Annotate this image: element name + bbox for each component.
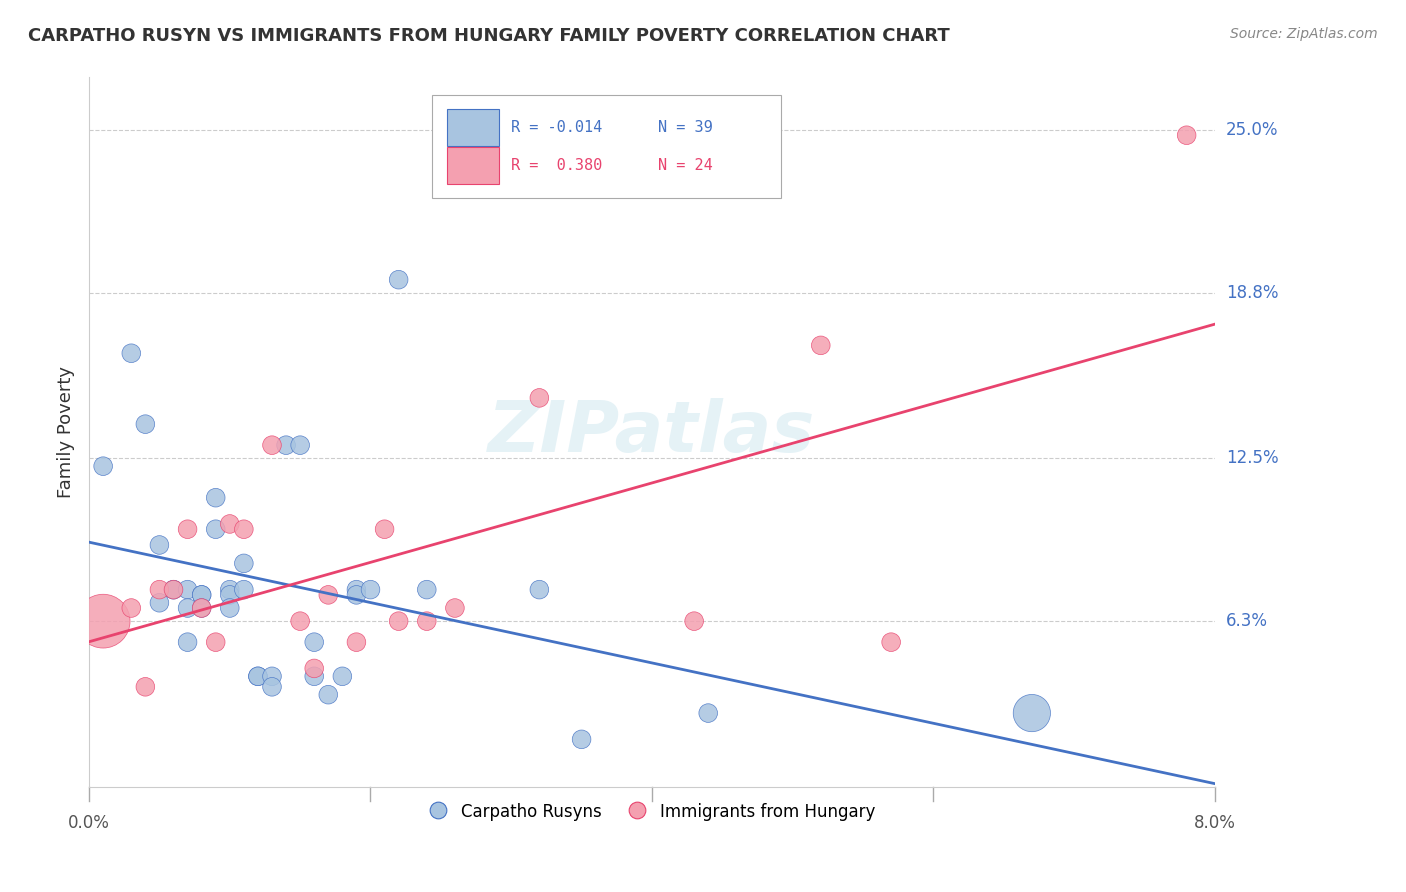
Point (148, 596, 170, 610)
Point (416, 582, 439, 597)
Point (162, 582, 184, 597)
Point (288, 438, 311, 452)
Point (204, 635, 226, 649)
Point (162, 582, 184, 597)
Point (190, 588, 212, 602)
Point (1021, 706, 1043, 720)
Point (346, 588, 368, 602)
Point (176, 522, 198, 536)
Point (204, 491, 226, 505)
Point (260, 680, 283, 694)
Point (346, 635, 368, 649)
Point (190, 588, 212, 602)
Point (148, 582, 170, 597)
Point (302, 635, 325, 649)
Point (260, 438, 283, 452)
Point (148, 538, 170, 552)
Legend: Carpatho Rusyns, Immigrants from Hungary: Carpatho Rusyns, Immigrants from Hungary (422, 797, 883, 828)
Point (176, 635, 198, 649)
Text: Source: ZipAtlas.com: Source: ZipAtlas.com (1230, 27, 1378, 41)
Point (246, 669, 269, 683)
Point (388, 614, 411, 628)
Point (316, 688, 339, 702)
Point (346, 582, 368, 597)
Point (274, 438, 297, 452)
Point (810, 338, 832, 352)
Point (232, 582, 254, 597)
Point (416, 614, 439, 628)
Point (190, 601, 212, 615)
Text: N = 39: N = 39 (658, 120, 713, 136)
Text: 18.8%: 18.8% (1226, 284, 1278, 301)
Point (232, 522, 254, 536)
Text: 25.0%: 25.0% (1226, 121, 1278, 139)
Point (246, 669, 269, 683)
Text: 8.0%: 8.0% (1194, 814, 1236, 832)
Point (260, 669, 283, 683)
Text: ZIPatlas: ZIPatlas (488, 398, 815, 467)
Point (288, 614, 311, 628)
Point (91, 614, 114, 628)
Text: CARPATHO RUSYN VS IMMIGRANTS FROM HUNGARY FAMILY POVERTY CORRELATION CHART: CARPATHO RUSYN VS IMMIGRANTS FROM HUNGAR… (28, 27, 950, 45)
Point (302, 661, 325, 675)
Point (91, 459, 114, 474)
Text: R =  0.380: R = 0.380 (512, 158, 602, 173)
Point (218, 582, 240, 597)
Point (571, 732, 593, 747)
Point (204, 522, 226, 536)
Point (388, 273, 411, 287)
Point (176, 601, 198, 615)
Point (190, 601, 212, 615)
Text: N = 24: N = 24 (658, 158, 713, 173)
FancyBboxPatch shape (447, 110, 499, 146)
Point (529, 391, 551, 405)
Point (134, 680, 156, 694)
Point (880, 635, 903, 649)
Text: 0.0%: 0.0% (67, 814, 110, 832)
Point (120, 346, 142, 360)
Point (232, 557, 254, 571)
Point (1175, 128, 1198, 143)
Text: 12.5%: 12.5% (1226, 450, 1278, 467)
Point (120, 601, 142, 615)
Text: R = -0.014: R = -0.014 (512, 120, 602, 136)
Point (360, 582, 382, 597)
Point (218, 588, 240, 602)
Point (134, 417, 156, 432)
FancyBboxPatch shape (433, 95, 782, 198)
Point (176, 582, 198, 597)
Point (218, 516, 240, 531)
Point (218, 601, 240, 615)
Point (162, 582, 184, 597)
Point (444, 601, 467, 615)
Point (316, 588, 339, 602)
Point (330, 669, 353, 683)
Point (302, 669, 325, 683)
FancyBboxPatch shape (447, 147, 499, 184)
Point (529, 582, 551, 597)
Text: 6.3%: 6.3% (1226, 612, 1268, 630)
Point (683, 614, 706, 628)
Point (374, 522, 396, 536)
Point (697, 706, 720, 720)
Y-axis label: Family Poverty: Family Poverty (58, 366, 75, 498)
